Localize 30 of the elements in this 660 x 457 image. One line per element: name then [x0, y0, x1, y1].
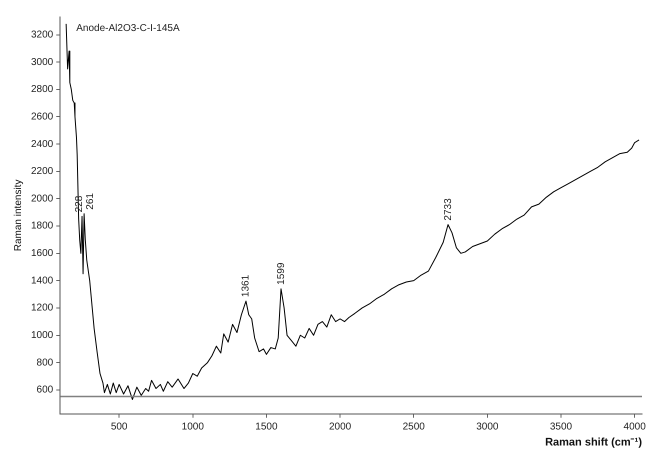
y-tick-label: 3200 [30, 30, 54, 41]
x-tick-label: 2000 [328, 422, 352, 433]
x-tick-label: 3500 [550, 422, 573, 433]
annotation: Anode-Al2O3-C-I-145A [76, 22, 180, 34]
y-tick-label: 2000 [30, 193, 54, 204]
y-tick-label: 1200 [30, 302, 54, 314]
annotation: 2733 [442, 198, 454, 221]
annotation: 1361 [240, 274, 252, 298]
y-tick-label: 3000 [30, 56, 54, 68]
y-tick-label: 1400 [30, 275, 54, 286]
x-tick-label: 500 [110, 422, 128, 433]
y-tick-label: 2400 [30, 138, 54, 150]
y-axis-title: Raman intensity [12, 180, 24, 252]
y-tick-label: 2800 [30, 84, 54, 96]
annotation: 1599 [276, 262, 287, 285]
x-axis-title: Raman shift (cm⁻¹) [545, 436, 642, 448]
x-tick-label: 1000 [182, 422, 204, 433]
x-tick-label: 2500 [402, 422, 426, 433]
y-tick-label: 1000 [30, 330, 54, 342]
y-tick-label: 800 [36, 357, 54, 368]
y-tick-label: 1800 [30, 220, 54, 232]
y-tick-label: 2600 [30, 111, 54, 122]
x-tick-label: 4000 [624, 422, 646, 433]
annotation: 261 [84, 192, 96, 210]
y-tick-label: 2200 [30, 166, 54, 178]
y-tick-label: 600 [36, 384, 54, 396]
x-tick-label: 1500 [255, 422, 278, 433]
y-tick-label: 1600 [30, 248, 54, 260]
x-tick-label: 3000 [476, 422, 499, 433]
annotation: 228 [74, 195, 85, 212]
